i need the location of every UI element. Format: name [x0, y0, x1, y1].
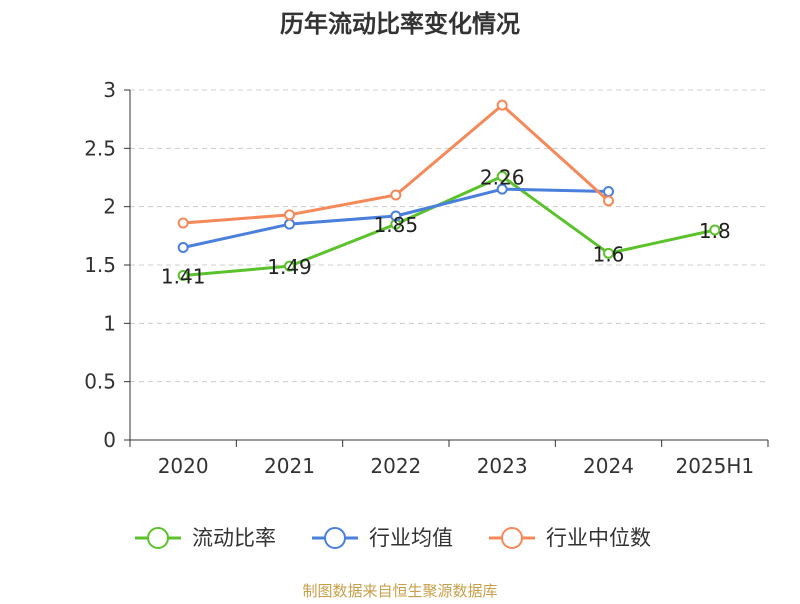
data-point	[496, 183, 508, 195]
x-tick-label: 2022	[370, 454, 421, 478]
legend-label: 行业中位数	[546, 526, 651, 550]
y-tick-label: 0	[103, 428, 116, 452]
chart-title: 历年流动比率变化情况	[280, 10, 520, 38]
y-tick-label: 1	[103, 311, 116, 335]
legend-label: 流动比率	[192, 526, 276, 550]
legend-item[interactable]: 行业均值	[312, 526, 453, 550]
data-label: 2.26	[480, 165, 525, 189]
legend-label: 行业均值	[369, 526, 453, 550]
data-point	[603, 195, 614, 207]
data-label: 1.8	[699, 219, 731, 243]
data-label: 1.41	[161, 265, 206, 289]
legend-marker	[147, 527, 169, 549]
x-tick-label: 2024	[583, 454, 634, 478]
data-point	[390, 210, 402, 222]
y-tick-label: 3	[103, 78, 116, 102]
y-tick-label: 1.5	[84, 253, 116, 277]
source-note: 制图数据来自恒生聚源数据库	[302, 582, 497, 600]
series-line-0	[183, 174, 716, 277]
data-label: 1.49	[267, 255, 312, 279]
data-point	[709, 224, 721, 236]
x-tick-label: 2023	[477, 454, 528, 478]
y-tick-label: 2	[103, 195, 116, 219]
grid	[130, 89, 768, 383]
legend-marker	[324, 527, 346, 549]
x-tick-label: 2025H1	[675, 454, 754, 478]
data-point	[284, 218, 295, 230]
x-tick-label: 2021	[264, 454, 315, 478]
data-labels: 1.41 1.49 1.85 2.26 1.6 1.8	[161, 165, 731, 288]
data-point	[496, 170, 508, 182]
data-label: 1.85	[374, 213, 419, 237]
axes: 0 0.5 1 1.5 2 2.5 3 2020 2021 2022 2023 2024 2025H1	[84, 78, 769, 478]
legend-marker	[501, 527, 523, 549]
data-point	[284, 260, 295, 272]
data-point	[390, 189, 402, 201]
y-tick-label: 0.5	[84, 370, 116, 394]
data-label: 1.6	[593, 242, 625, 266]
legend-item[interactable]: 流动比率	[135, 526, 276, 550]
data-point	[177, 270, 189, 281]
data-point	[603, 247, 614, 259]
data-point	[603, 186, 614, 197]
legend[interactable]: 流动比率 行业均值 行业中位数	[135, 526, 651, 550]
y-tick-label: 2.5	[84, 136, 116, 160]
legend-item[interactable]: 行业中位数	[489, 526, 651, 550]
x-tick-label: 2020	[158, 454, 209, 478]
data-point	[177, 242, 189, 253]
data-point	[284, 209, 295, 221]
series	[177, 99, 721, 281]
data-point	[177, 217, 189, 229]
data-point	[496, 99, 508, 111]
